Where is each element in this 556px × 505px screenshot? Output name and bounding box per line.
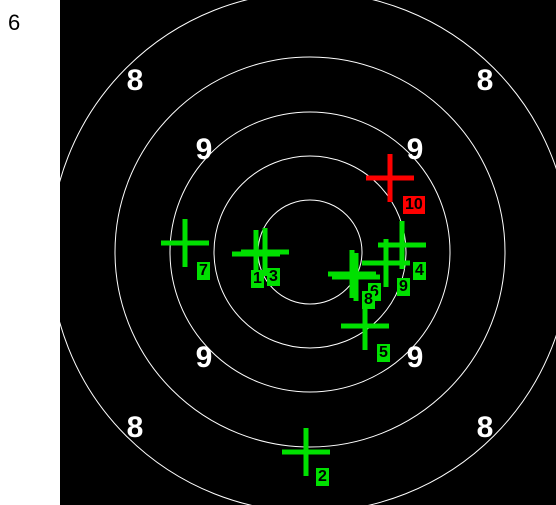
shot-number-tag: 3	[267, 268, 280, 286]
shot-number-tag: 8	[362, 291, 375, 309]
shot-marker-6	[332, 253, 380, 301]
ring-number-8: 8	[476, 64, 494, 97]
target-rings	[60, 0, 556, 505]
ring-number-9: 9	[195, 341, 213, 374]
scoring-ring	[213, 155, 407, 349]
scoring-ring	[114, 56, 506, 448]
ring-number-8: 8	[126, 64, 144, 97]
shot-number-tag: 2	[316, 468, 329, 486]
shot-marker-4	[378, 221, 426, 269]
ring-number-9: 9	[406, 133, 424, 166]
shot-marker-5	[341, 302, 389, 350]
corner-number: 6	[8, 10, 21, 35]
scoring-ring	[169, 111, 451, 393]
shot-marker-2	[282, 428, 330, 476]
ring-number-9: 9	[406, 341, 424, 374]
shot-marker-9	[362, 239, 410, 287]
ring-number-8: 8	[476, 411, 494, 444]
shot-number-tag: 9	[397, 278, 410, 296]
shot-number-tag: 7	[197, 262, 210, 280]
shot-number-tag: 5	[377, 344, 390, 362]
shot-marker-7	[161, 219, 209, 267]
shot-number-tag: 4	[413, 262, 426, 280]
shot-number-tag: 1	[251, 270, 264, 288]
shot-marker-10	[366, 154, 414, 202]
shot-number-tag: 10	[403, 196, 425, 214]
target-face: 8 8 9 9 9 9 8 8 12345678910	[60, 0, 556, 505]
shot-marker-3	[241, 228, 289, 276]
ring-number-9: 9	[195, 133, 213, 166]
ring-number-8: 8	[126, 411, 144, 444]
shot-marker-8	[328, 250, 376, 298]
